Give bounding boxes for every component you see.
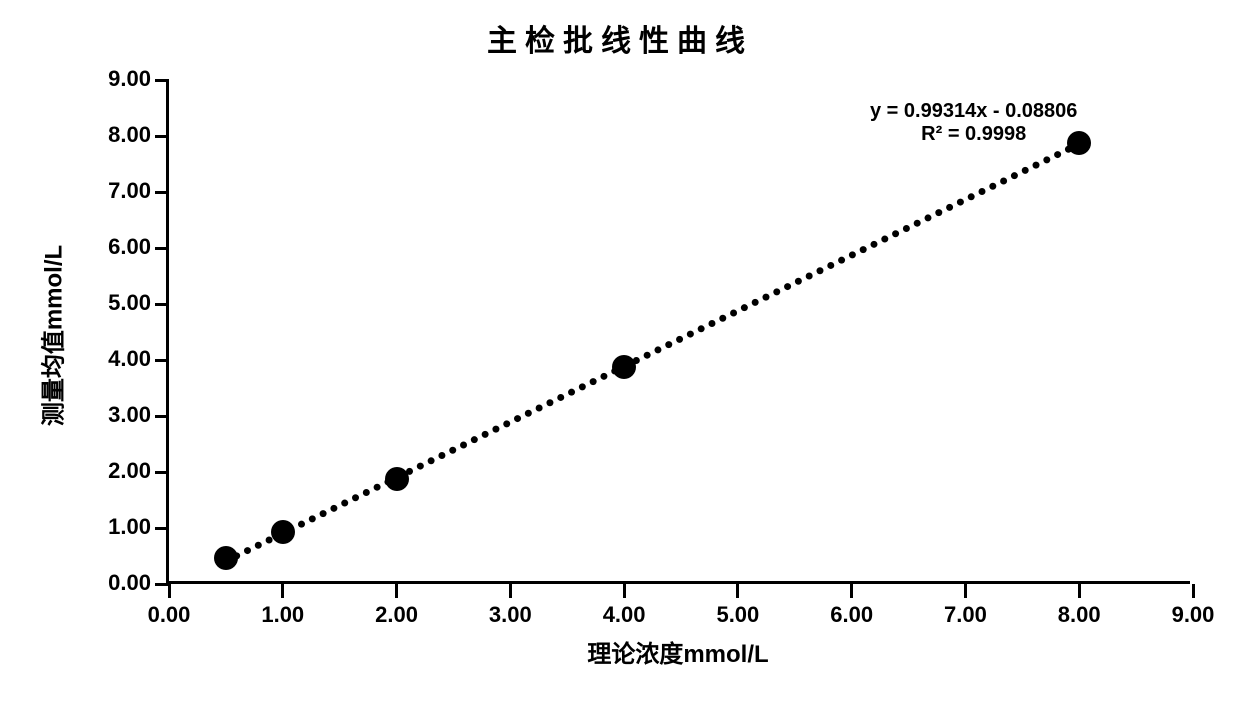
x-tick-mark: [850, 584, 853, 598]
x-tick-mark: [168, 584, 171, 598]
y-axis-label: 测量均值mmol/L: [34, 236, 69, 436]
x-tick-label: 1.00: [253, 602, 313, 628]
data-point: [214, 546, 238, 570]
x-tick-mark: [395, 584, 398, 598]
y-tick-label: 5.00: [108, 290, 151, 316]
y-tick-label: 2.00: [108, 458, 151, 484]
equation-line: y = 0.99314x - 0.08806: [870, 100, 1077, 123]
data-point: [612, 355, 636, 379]
x-tick-label: 5.00: [708, 602, 768, 628]
y-tick-mark: [155, 191, 169, 194]
plot-area: 0.001.002.003.004.005.006.007.008.009.00…: [166, 80, 1190, 584]
x-tick-label: 0.00: [139, 602, 199, 628]
chart-container: 主检批线性曲线 0.001.002.003.004.005.006.007.00…: [0, 0, 1240, 708]
y-tick-mark: [155, 247, 169, 250]
y-tick-mark: [155, 471, 169, 474]
y-tick-label: 7.00: [108, 178, 151, 204]
x-tick-label: 8.00: [1049, 602, 1109, 628]
regression-equation: y = 0.99314x - 0.08806 R² = 0.9998: [870, 100, 1077, 146]
y-tick-mark: [155, 415, 169, 418]
y-tick-label: 0.00: [108, 570, 151, 596]
x-tick-mark: [281, 584, 284, 598]
y-tick-label: 8.00: [108, 122, 151, 148]
y-tick-mark: [155, 135, 169, 138]
x-tick-label: 3.00: [480, 602, 540, 628]
y-tick-mark: [155, 303, 169, 306]
y-tick-mark: [155, 79, 169, 82]
y-tick-mark: [155, 527, 169, 530]
x-tick-mark: [964, 584, 967, 598]
x-tick-label: 2.00: [367, 602, 427, 628]
y-tick-label: 6.00: [108, 234, 151, 260]
y-tick-mark: [155, 359, 169, 362]
x-tick-label: 4.00: [594, 602, 654, 628]
y-tick-label: 4.00: [108, 346, 151, 372]
x-tick-label: 6.00: [822, 602, 882, 628]
x-tick-mark: [623, 584, 626, 598]
r-squared-line: R² = 0.9998: [870, 123, 1077, 146]
x-tick-label: 9.00: [1163, 602, 1223, 628]
trendline: [169, 80, 1193, 584]
x-tick-mark: [1078, 584, 1081, 598]
x-tick-mark: [736, 584, 739, 598]
x-tick-mark: [509, 584, 512, 598]
chart-title: 主检批线性曲线: [0, 16, 1240, 60]
x-tick-label: 7.00: [935, 602, 995, 628]
y-tick-label: 9.00: [108, 66, 151, 92]
y-tick-label: 1.00: [108, 514, 151, 540]
x-axis-label: 理论浓度mmol/L: [166, 634, 1190, 669]
data-point: [385, 467, 409, 491]
data-point: [271, 520, 295, 544]
y-tick-label: 3.00: [108, 402, 151, 428]
x-tick-mark: [1192, 584, 1195, 598]
